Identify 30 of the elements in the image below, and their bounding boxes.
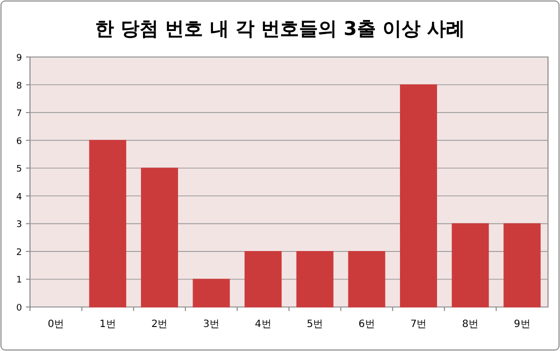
x-tick-label: 5번 <box>306 319 324 330</box>
chart-title: 한 당첨 번호 내 각 번호들의 3출 이상 사례 <box>94 18 466 40</box>
x-tick-label: 0번 <box>48 319 64 330</box>
x-tick-label: 9번 <box>514 319 530 330</box>
y-tick-label: 0 <box>16 304 22 314</box>
bar <box>244 251 282 308</box>
x-tick-label: 6번 <box>358 319 375 330</box>
bar <box>140 168 178 308</box>
y-tick-label: 3 <box>16 220 22 230</box>
y-tick-label: 9 <box>16 54 22 64</box>
x-tick-label: 2번 <box>151 319 168 330</box>
bar <box>452 223 489 308</box>
y-tick-label: 2 <box>16 248 22 258</box>
y-tick-label: 5 <box>16 164 22 175</box>
x-tick-label: 8번 <box>462 319 478 330</box>
y-tick-label: 7 <box>16 109 22 120</box>
y-tick-label: 6 <box>16 136 22 147</box>
x-tick-label: 1번 <box>100 319 116 330</box>
x-tick-label: 4번 <box>254 319 272 330</box>
y-tick-label: 1 <box>16 276 22 286</box>
bar <box>296 251 334 308</box>
x-tick-label: 7번 <box>410 319 427 330</box>
bar <box>504 223 541 308</box>
bar <box>348 251 386 308</box>
y-tick-label: 8 <box>16 81 22 92</box>
bar <box>89 140 126 308</box>
bar <box>400 84 438 308</box>
x-tick-label: 3번 <box>203 319 220 330</box>
bar <box>192 278 230 308</box>
y-tick-label: 4 <box>16 192 22 202</box>
